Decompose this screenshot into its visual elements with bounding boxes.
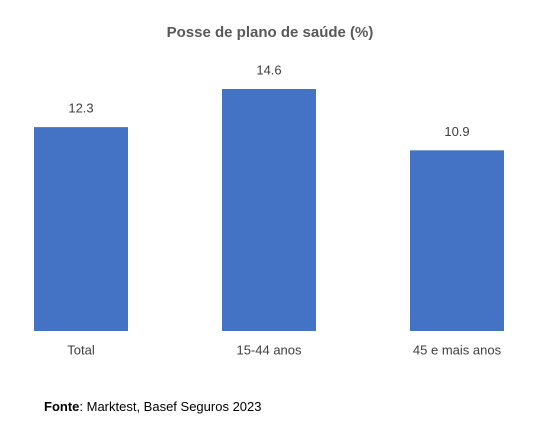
x-tick-label: Total (67, 342, 95, 357)
x-tick-label: 15-44 anos (236, 342, 302, 357)
bar (222, 89, 316, 331)
chart-title: Posse de plano de saúde (%) (167, 24, 374, 41)
value-label: 10.9 (444, 124, 469, 139)
bar (410, 150, 504, 331)
x-tick-label: 45 e mais anos (413, 342, 502, 357)
value-label: 12.3 (68, 101, 93, 116)
source-text: : Marktest, Basef Seguros 2023 (79, 399, 261, 414)
value-label: 14.6 (256, 62, 281, 77)
source: Fonte: Marktest, Basef Seguros 2023 (44, 399, 262, 414)
source-label: Fonte (44, 399, 79, 414)
bar (34, 127, 128, 331)
